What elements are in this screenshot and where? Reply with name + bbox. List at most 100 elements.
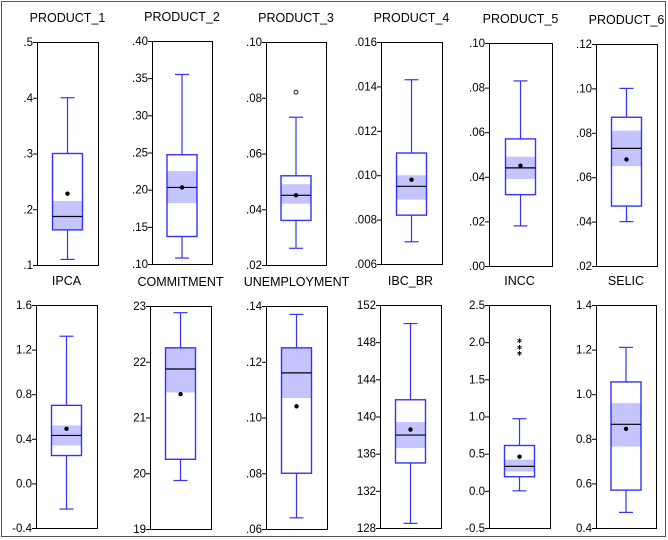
outlier-asterisk-icon bbox=[517, 344, 522, 350]
y-tick-label: .06 bbox=[576, 172, 592, 184]
panel-product-3: PRODUCT_3 .02 .04 .06 .08 .10 bbox=[246, 11, 334, 272]
y-tick-label: .02 bbox=[469, 216, 485, 228]
panel-unemployment: UNEMPLOYMENT .06 .08 .10 .12 .14 bbox=[244, 275, 350, 536]
y-tick-label: .12 bbox=[576, 39, 592, 51]
plot-frame bbox=[266, 306, 328, 530]
outlier-asterisk-icon bbox=[517, 350, 522, 356]
mean-marker bbox=[518, 163, 523, 168]
y-tick-label: .016 bbox=[355, 37, 377, 49]
plot-frame bbox=[150, 306, 212, 530]
y-tick-label: .15 bbox=[132, 222, 148, 234]
y-tick-label: .40 bbox=[132, 36, 148, 48]
y-tick-label: 22 bbox=[133, 357, 146, 369]
y-tick-label: .10 bbox=[246, 413, 262, 425]
y-tick-label: 0.4 bbox=[576, 523, 593, 535]
iqr-box bbox=[164, 347, 197, 461]
iqr-box bbox=[51, 152, 84, 231]
mean-marker bbox=[65, 191, 70, 196]
y-tick-label: 2.0 bbox=[469, 337, 485, 349]
y-tick-label: .04 bbox=[576, 217, 593, 229]
y-tick-label: 19 bbox=[133, 524, 146, 536]
y-tick-label: .006 bbox=[355, 259, 377, 271]
y-tick-label: 1.6 bbox=[16, 300, 32, 312]
panel-product-2: PRODUCT_2 .10 .15 .20 .25 .30 .35 .40 bbox=[132, 10, 220, 271]
y-tick-label: .1 bbox=[23, 260, 33, 272]
panel-ibc-br: IBC_BR 128 132 136 140 144 148 152 bbox=[357, 274, 442, 535]
plot-frame bbox=[596, 305, 657, 529]
y-tick-label: 2.5 bbox=[469, 300, 485, 312]
panel-title: INCC bbox=[504, 274, 535, 288]
iqr-box bbox=[280, 175, 312, 222]
y-tick-label: .012 bbox=[355, 126, 377, 138]
y-tick-label: 20 bbox=[133, 468, 146, 480]
y-tick-label: .10 bbox=[576, 83, 592, 95]
y-tick-label: .3 bbox=[23, 149, 33, 161]
y-tick-label: 152 bbox=[357, 300, 376, 312]
mean-marker bbox=[408, 427, 413, 432]
y-tick-label: 1.2 bbox=[16, 345, 32, 357]
plot-frame bbox=[37, 42, 99, 266]
panel-incc: INCC -0.5 0.0 0.5 1.0 1.5 2.0 2.5 bbox=[465, 274, 551, 535]
panel-commitment: COMMITMENT 19 20 21 22 23 bbox=[133, 275, 224, 536]
y-tick-label: .02 bbox=[576, 261, 592, 273]
iqr-box bbox=[503, 444, 536, 478]
y-tick-label: 136 bbox=[357, 449, 376, 461]
mean-marker bbox=[294, 404, 299, 409]
y-tick-label: 0.5 bbox=[469, 449, 485, 461]
panel-title: PRODUCT_1 bbox=[30, 11, 106, 25]
panel-title: SELIC bbox=[608, 274, 644, 288]
y-tick-label: 0.0 bbox=[469, 486, 485, 498]
mean-marker bbox=[179, 185, 185, 190]
iqr-box bbox=[50, 404, 83, 457]
y-tick-label: .014 bbox=[355, 81, 378, 93]
y-tick-label: .010 bbox=[355, 170, 377, 182]
panel-title: PRODUCT_3 bbox=[258, 11, 334, 25]
panel-title: UNEMPLOYMENT bbox=[244, 275, 350, 289]
mean-marker bbox=[178, 391, 183, 397]
y-tick-label: 1.4 bbox=[576, 300, 593, 312]
y-tick-label: .10 bbox=[246, 37, 262, 49]
y-tick-label: .2 bbox=[23, 204, 33, 216]
panel-title: PRODUCT_6 bbox=[589, 13, 665, 27]
y-tick-label: 1.5 bbox=[469, 374, 485, 386]
plot-frame bbox=[266, 42, 327, 266]
plot-frame bbox=[489, 305, 551, 529]
y-tick-label: -0.4 bbox=[12, 523, 32, 535]
iqr-box bbox=[394, 399, 427, 464]
iqr-box bbox=[395, 152, 428, 216]
panel-product-6: PRODUCT_6 .02 .04 .06 .08 .10 .12 bbox=[576, 13, 664, 273]
iqr-box bbox=[610, 116, 643, 207]
panel-selic: SELIC 0.4 0.6 0.8 1.0 1.2 1.4 bbox=[576, 274, 657, 535]
plot-frame bbox=[489, 43, 553, 267]
panel-title: PRODUCT_2 bbox=[144, 10, 220, 24]
outlier-marker bbox=[293, 89, 299, 95]
panel-title: PRODUCT_5 bbox=[483, 12, 559, 26]
y-tick-label: .008 bbox=[355, 215, 377, 227]
plot-frame bbox=[36, 305, 98, 529]
y-tick-label: 1.0 bbox=[469, 412, 485, 424]
panel-product-4: PRODUCT_4 .006 .008 .010 .012 .014 .016 bbox=[355, 11, 450, 271]
iqr-box bbox=[166, 154, 198, 238]
y-tick-label: -0.5 bbox=[465, 523, 485, 535]
outlier-asterisk-icon bbox=[517, 338, 522, 344]
y-tick-label: .00 bbox=[469, 261, 485, 273]
plot-frame bbox=[381, 42, 443, 265]
y-tick-label: .25 bbox=[132, 148, 148, 160]
mean-marker bbox=[293, 193, 299, 198]
y-tick-label: .06 bbox=[246, 149, 262, 161]
y-tick-label: 148 bbox=[357, 337, 376, 349]
mean-marker bbox=[409, 177, 414, 182]
y-tick-label: .02 bbox=[246, 260, 262, 272]
y-tick-label: .08 bbox=[576, 128, 592, 140]
panel-title: COMMITMENT bbox=[137, 275, 223, 289]
iqr-box bbox=[280, 347, 313, 474]
y-tick-label: 0.8 bbox=[576, 434, 592, 446]
y-tick-label: .4 bbox=[23, 93, 33, 105]
y-tick-label: .12 bbox=[246, 357, 262, 369]
mean-marker bbox=[64, 426, 69, 431]
y-tick-label: 1.2 bbox=[576, 345, 592, 357]
y-tick-label: .08 bbox=[246, 468, 262, 480]
plot-frame bbox=[596, 44, 658, 267]
